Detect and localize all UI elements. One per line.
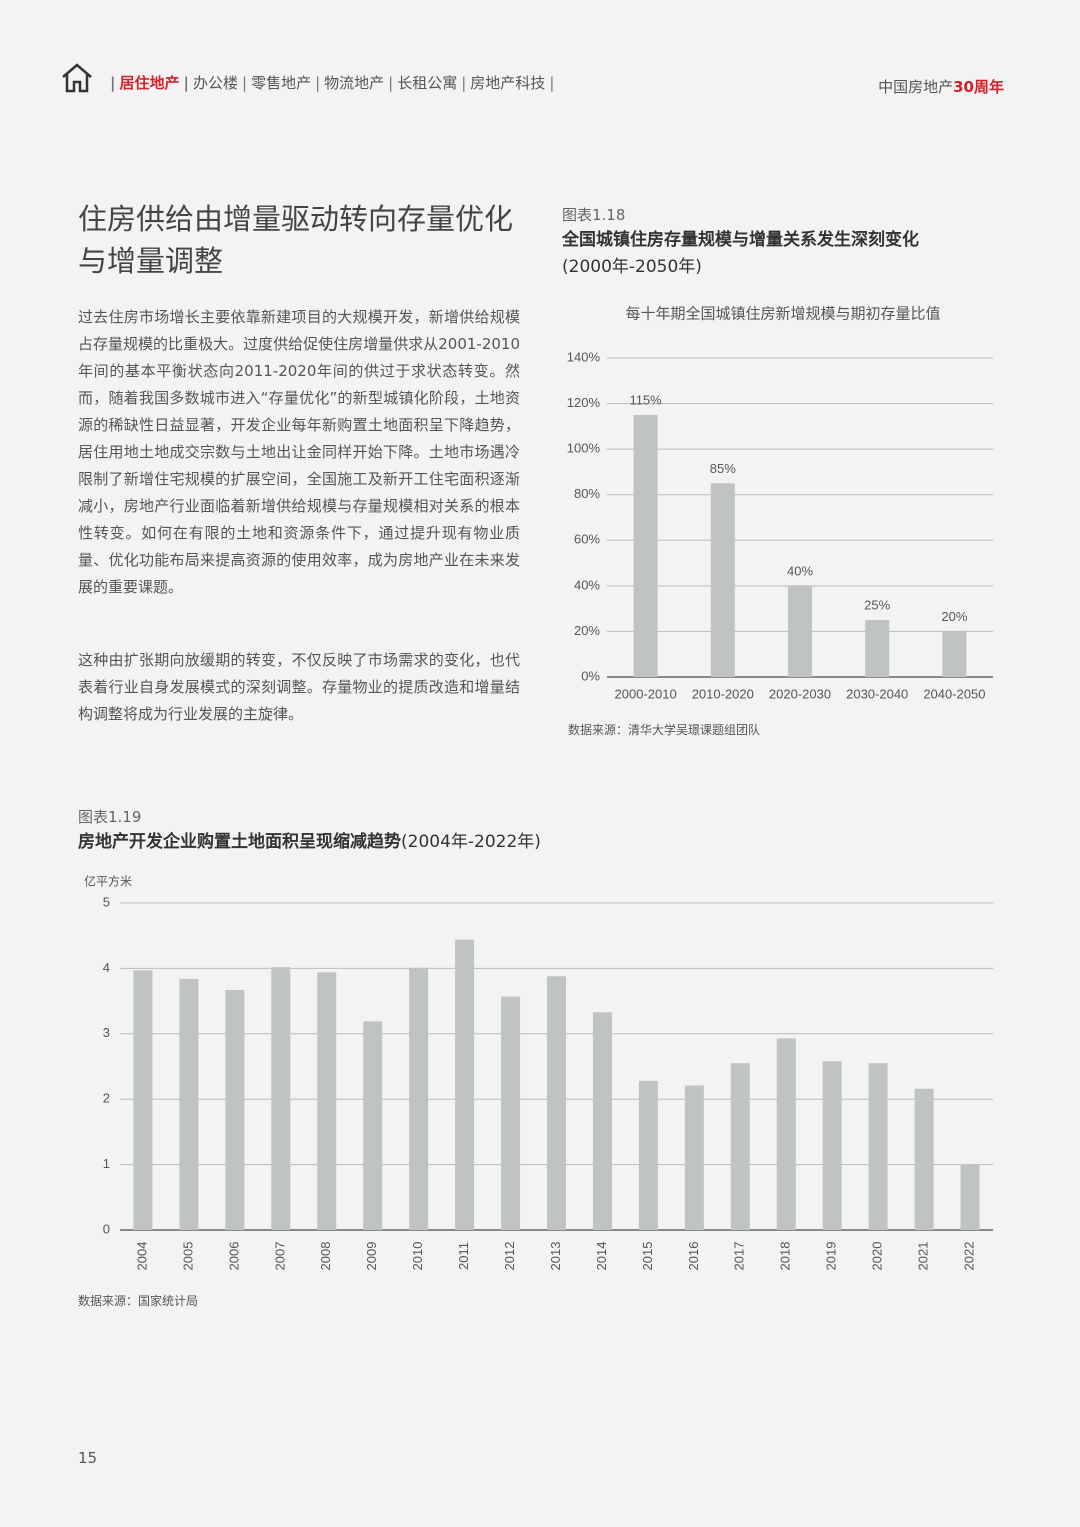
x-tick-label: 2011 [456,1242,471,1270]
bar [788,585,812,677]
bar [633,414,658,677]
bar [133,970,153,1230]
bar [638,1080,658,1230]
bar [271,967,291,1230]
x-tick-label: 2013 [548,1242,563,1271]
bar [960,1163,980,1230]
x-tick-label: 2021 [916,1242,931,1271]
x-tick-label: 2006 [226,1242,241,1271]
y-tick-label: 140% [567,349,601,364]
nav-item[interactable]: 办公楼 [192,74,238,92]
nav-item[interactable]: 居住地产 [119,74,180,92]
figure-title: 房地产开发企业购置土地面积呈现缩减趋势(2004年-2022年) [78,829,541,856]
nav-item[interactable]: 房地产科技 [470,74,546,92]
x-tick-label: 2005 [180,1242,195,1271]
source: 数据来源：国家统计局 [78,1294,199,1308]
figure-label: 图表1.18 [562,206,626,224]
brand: 中国房地产30周年 [878,76,1004,97]
x-tick-label: 2020 [870,1242,885,1271]
chart-subtitle: 每十年期全国城镇住房新增规模与期初存量比值 [625,305,940,323]
bar [409,967,429,1230]
x-tick-label: 2019 [824,1242,839,1271]
bar [455,939,475,1230]
x-tick-label: 2010 [410,1242,425,1271]
page-number: 15 [78,1449,98,1467]
brand-text: 中国房地产 [878,78,954,96]
x-tick-label: 2018 [778,1242,793,1271]
x-tick-label: 2040-2050 [923,686,985,701]
x-tick-label: 2014 [594,1242,609,1271]
y-tick-label: 0 [103,1221,110,1236]
source: 数据来源：清华大学吴璟课题组团队 [568,723,761,737]
x-tick-label: 2010-2020 [692,686,754,701]
bar [501,996,521,1230]
nav-item[interactable]: 物流地产 [324,74,385,92]
article-title: 住房供给由增量驱动转向存量优化与增量调整 [78,202,514,278]
y-tick-label: 4 [103,960,110,975]
x-tick-label: 2004 [134,1242,149,1271]
bar [179,978,199,1230]
nav-item[interactable]: 长租公寓 [397,74,458,92]
paragraph: 过去住房市场增长主要依靠新建项目的大规模开发，新增供给规模占存量规模的比重极大。… [78,308,520,596]
y-tick-label: 3 [103,1025,110,1040]
y-tick-label: 100% [567,441,601,456]
bar [776,1038,796,1230]
bar [942,631,967,677]
x-tick-label: 2022 [961,1242,976,1271]
bar [822,1061,842,1230]
x-tick-label: 2009 [364,1242,379,1271]
x-tick-label: 2020-2030 [769,686,831,701]
y-axis-label: 亿平方米 [84,874,132,889]
bar [710,483,735,677]
y-tick-label: 40% [574,577,600,592]
bar [225,989,245,1230]
x-tick-label: 2017 [732,1242,747,1271]
paragraph: 这种由扩张期向放缓期的转变，不仅反映了市场需求的变化，也代表着行业自身发展模式的… [78,651,520,723]
y-tick-label: 2 [103,1091,110,1106]
bar [547,976,566,1230]
x-tick-label: 2007 [272,1242,287,1271]
bar [914,1088,934,1230]
figure-title: 全国城镇住房存量规模与增量关系发生深刻变化 (2000年-2050年) [562,227,922,281]
bar [684,1085,704,1230]
y-tick-label: 60% [574,532,600,547]
x-tick-label: 2016 [686,1242,701,1271]
bar [868,1063,888,1230]
bar [865,620,890,677]
nav-item[interactable]: 零售地产 [251,74,312,92]
x-tick-label: 2030-2040 [846,686,908,701]
y-tick-label: 20% [574,623,600,638]
bar [317,972,337,1230]
nav: | 居住地产 | 办公楼 | 零售地产 | 物流地产 | 长租公寓 | 房地产科技 | [110,74,555,92]
x-tick-label: 2008 [318,1242,333,1271]
y-tick-label: 5 [103,894,110,909]
figure-title-note: (2004年-2022年) [401,832,541,852]
figure-title-main: 房地产开发企业购置土地面积呈现缩减趋势 [78,832,401,852]
value-label: 20% [941,609,967,624]
home-icon [62,63,92,93]
figure-title-note: (2000年-2050年) [562,257,702,277]
x-tick-label: 2015 [640,1242,655,1271]
value-label: 115% [629,392,662,407]
bar [363,1021,383,1230]
bar [730,1063,750,1230]
y-tick-label: 120% [567,395,601,410]
bar [592,1012,612,1230]
x-tick-label: 2012 [502,1242,517,1271]
value-label: 25% [864,597,890,612]
value-label: 85% [710,461,736,476]
x-tick-label: 2000-2010 [615,686,677,701]
figure-label: 图表1.19 [78,808,142,826]
figure-title-main: 全国城镇住房存量规模与增量关系发生深刻变化 [562,230,919,250]
y-tick-label: 0% [581,668,600,683]
brand-highlight: 30周年 [953,78,1004,96]
value-label: 40% [787,563,813,578]
y-tick-label: 80% [574,486,600,501]
y-tick-label: 1 [103,1156,110,1171]
